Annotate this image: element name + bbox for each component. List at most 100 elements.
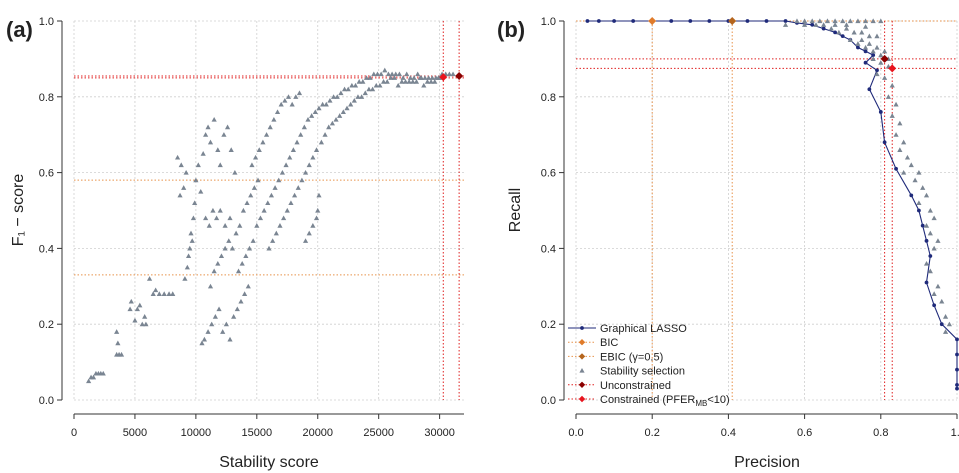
panel-a-point-stability-selection <box>355 94 361 99</box>
panel-a-point-stability-selection <box>213 215 220 221</box>
panel-b-point-graphical-lasso <box>867 87 872 92</box>
panel-b-point-stability-selection <box>878 18 884 24</box>
panel-a-point-stability-selection <box>256 147 262 152</box>
panel-a-point-stability-selection <box>284 207 290 213</box>
panel-b-point-constrained-pfer-mb-10 <box>888 64 897 73</box>
panel-b-point-stability-selection <box>809 18 815 24</box>
panel-a-point-stability-selection <box>226 238 232 243</box>
panel-b-point-graphical-lasso <box>894 166 898 171</box>
panel-a-point-stability-selection <box>174 154 181 160</box>
panel-a-label: (a) <box>6 17 33 42</box>
panel-a-grid <box>73 20 464 401</box>
panel-b-point-graphical-lasso <box>917 208 921 213</box>
panel-a-x-tick-label: 10000 <box>181 427 212 439</box>
panel-b-point-graphical-lasso <box>821 26 826 31</box>
panel-b-point-stability-selection <box>855 18 861 24</box>
panel-a-point-stability-selection <box>359 94 365 99</box>
panel-a-point-stability-selection <box>128 298 134 304</box>
panel-a-point-stability-selection <box>267 124 273 130</box>
panel-b-point-stability-selection <box>897 147 903 152</box>
panel-b-point-graphical-lasso <box>840 34 845 39</box>
panel-a-point-stability-selection <box>312 109 318 115</box>
panel-a-point-stability-selection <box>115 340 121 346</box>
panel-a-point-stability-selection <box>205 124 211 130</box>
panel-b-x-tick-label: 1.( <box>951 427 959 439</box>
panel-a-point-stability-selection <box>349 82 355 88</box>
panel-a-point-stability-selection <box>367 75 373 80</box>
panel-a-point-stability-selection <box>446 71 452 77</box>
panel-a-axes: 0 5000 10000 15000 20000 25000 30000 0.0 0.2 0.4 0… <box>39 16 464 439</box>
panel-b-point-graphical-lasso <box>596 19 601 23</box>
panel-a-point-stability-selection <box>240 207 247 213</box>
panel-b-point-stability-selection <box>843 25 850 31</box>
panel-a-point-stability-selection <box>352 82 359 88</box>
panel-b-point-stability-selection <box>931 291 937 296</box>
legend-swatch-marker <box>579 368 585 373</box>
panel-a-point-stability-selection <box>305 116 311 122</box>
panel-a-point-stability-selection <box>435 75 442 80</box>
panel-a-point-stability-selection <box>287 154 293 160</box>
panel-a-point-stability-selection <box>362 90 368 96</box>
panel-a-point-stability-selection <box>181 185 187 190</box>
panel-a-point-stability-selection <box>322 132 328 137</box>
panel-a-point-stability-selection <box>396 71 403 77</box>
panel-b-points <box>585 17 959 391</box>
panel-a-point-stability-selection <box>323 101 329 107</box>
panel-b-legend: Graphical LASSO BIC EBIC (γ=0.5) Stability … <box>568 323 730 408</box>
panel-a-y-tick-label: 0.8 <box>39 92 54 104</box>
panel-b-point-graphical-lasso <box>920 223 925 228</box>
panel-b-point-stability-selection <box>935 283 941 289</box>
panel-a-point-stability-selection <box>291 192 298 198</box>
panel-a-point-stability-selection <box>348 101 354 107</box>
panel-a-point-stability-selection <box>266 245 272 251</box>
panel-a-point-stability-selection <box>248 192 254 198</box>
panel-a-point-stability-selection <box>212 314 218 319</box>
panel-b-point-stability-selection <box>828 25 834 31</box>
panel-a-point-stability-selection <box>227 336 233 342</box>
panel-a-point-stability-selection <box>222 223 228 228</box>
panel-b-point-stability-selection <box>893 132 899 137</box>
panel-a-point-stability-selection <box>210 207 216 213</box>
panel-b-point-graphical-lasso <box>909 193 914 198</box>
panel-a-point-stability-selection <box>177 192 183 198</box>
panel-b-point-ebic-0-5 <box>728 17 737 25</box>
panel-a-point-stability-selection <box>86 378 92 384</box>
panel-a-point-stability-selection <box>90 374 97 380</box>
panel-b-point-stability-selection <box>832 22 838 27</box>
panel-a-y-tick-label: 0.2 <box>39 319 54 331</box>
panel-a-point-stability-selection <box>215 260 221 266</box>
panel-a-point-stability-selection <box>200 151 206 156</box>
panel-a-point-stability-selection <box>310 154 316 160</box>
panel-b-y-tick-label: 1.0 <box>541 16 556 28</box>
panel-b-point-graphical-lasso <box>688 19 693 23</box>
panel-b-point-stability-selection <box>942 329 949 334</box>
panel-a-point-stability-selection <box>274 109 281 115</box>
panel-b-point-unconstrained <box>880 54 889 63</box>
panel-a-point-stability-selection <box>384 79 390 84</box>
panel-a-point-stability-selection <box>251 185 257 190</box>
panel-a-point-stability-selection <box>195 162 201 168</box>
panel-b-point-stability-selection <box>927 207 933 213</box>
panel-b-point-graphical-lasso <box>631 19 636 23</box>
panel-a-point-stability-selection <box>285 94 292 99</box>
panel-a-point-stability-selection <box>344 105 350 111</box>
panel-a-point-stability-selection <box>345 86 351 92</box>
panel-a-point-stability-selection <box>183 170 189 175</box>
panel-a-point-stability-selection <box>252 154 259 160</box>
panel-b-point-stability-selection <box>802 18 808 24</box>
panel-b-point-stability-selection <box>889 82 895 88</box>
panel-a-point-stability-selection <box>263 132 270 137</box>
panel-a-point-stability-selection <box>215 147 221 152</box>
panel-a-point-stability-selection <box>428 79 434 84</box>
panel-a-point-stability-selection <box>234 306 240 312</box>
panel-a-point-stability-selection <box>237 223 243 228</box>
panel-a-point-stability-selection <box>143 321 149 327</box>
panel-b-point-stability-selection <box>855 41 861 46</box>
panel-a-point-stability-selection <box>282 97 288 103</box>
panel-b-point-stability-selection <box>878 52 884 58</box>
panel-a-point-stability-selection <box>211 116 217 122</box>
panel-b-point-graphical-lasso <box>810 22 815 27</box>
panel-a-point-stability-selection <box>399 79 405 84</box>
panel-b-point-stability-selection <box>942 314 949 319</box>
panel-a-point-stability-selection <box>385 71 392 77</box>
